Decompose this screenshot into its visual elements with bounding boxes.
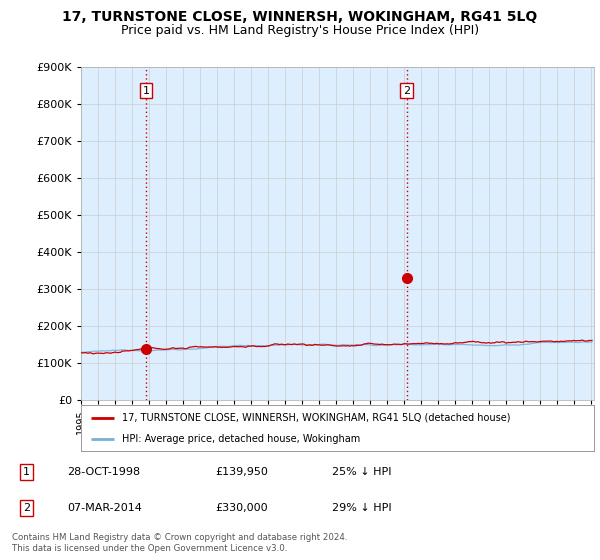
Text: 1: 1 [143,86,149,96]
Text: £139,950: £139,950 [216,466,269,477]
Text: Price paid vs. HM Land Registry's House Price Index (HPI): Price paid vs. HM Land Registry's House … [121,24,479,36]
Text: 07-MAR-2014: 07-MAR-2014 [67,503,142,513]
Text: 25% ↓ HPI: 25% ↓ HPI [332,466,392,477]
Text: 17, TURNSTONE CLOSE, WINNERSH, WOKINGHAM, RG41 5LQ: 17, TURNSTONE CLOSE, WINNERSH, WOKINGHAM… [62,10,538,24]
Text: HPI: Average price, detached house, Wokingham: HPI: Average price, detached house, Woki… [122,435,360,444]
Text: 17, TURNSTONE CLOSE, WINNERSH, WOKINGHAM, RG41 5LQ (detached house): 17, TURNSTONE CLOSE, WINNERSH, WOKINGHAM… [122,413,511,423]
Text: Contains HM Land Registry data © Crown copyright and database right 2024.
This d: Contains HM Land Registry data © Crown c… [12,533,347,553]
Text: £330,000: £330,000 [216,503,268,513]
Text: 29% ↓ HPI: 29% ↓ HPI [332,503,392,513]
Text: 2: 2 [23,503,30,513]
Text: 1: 1 [23,466,30,477]
Text: 28-OCT-1998: 28-OCT-1998 [67,466,140,477]
Text: 2: 2 [403,86,410,96]
